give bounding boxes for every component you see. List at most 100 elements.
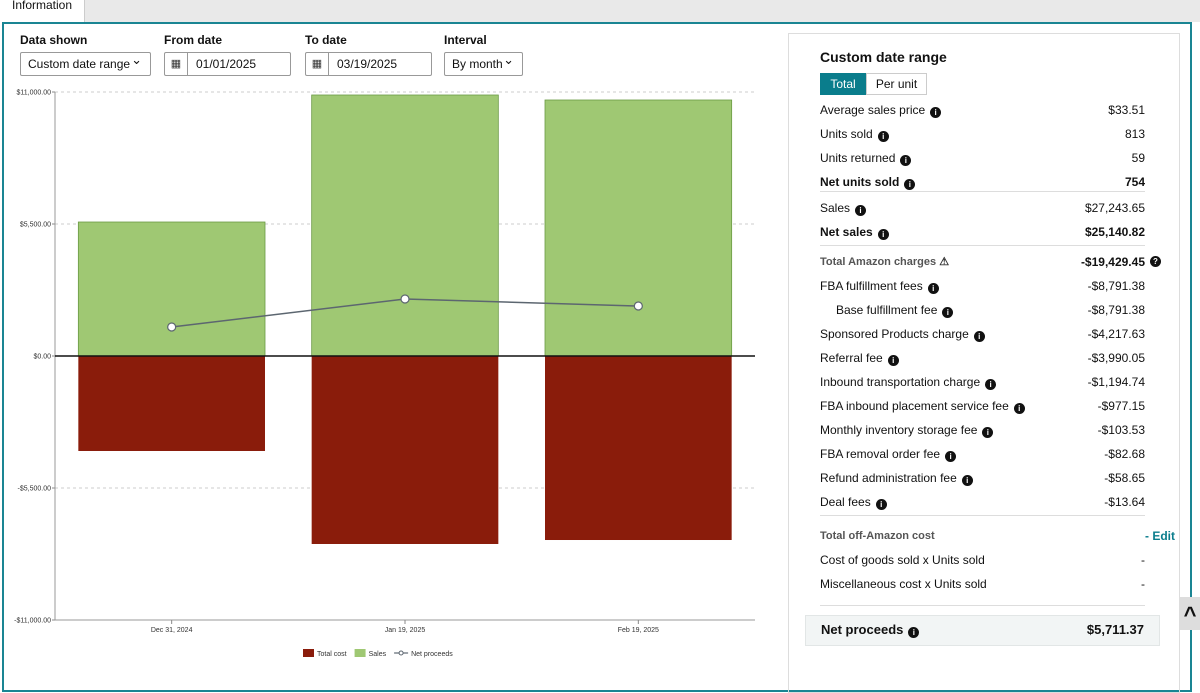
x-tick-label: Dec 31, 2024 — [151, 627, 193, 634]
info-icon[interactable]: i — [1013, 403, 1025, 414]
row-value: - — [1141, 553, 1145, 567]
row-label: Average sales price i — [820, 101, 942, 119]
row-label: Units sold i — [820, 125, 889, 143]
summary-title: Custom date range — [820, 49, 947, 65]
row-label: Total off-Amazon cost — [820, 530, 935, 542]
x-tick-label: Feb 19, 2025 — [618, 627, 659, 634]
control-input[interactable]: ▦ 01/01/2025 — [164, 52, 291, 76]
control-input[interactable]: Custom date range ⌄ — [20, 52, 151, 76]
row-label: Monthly inventory storage fee i — [820, 421, 994, 439]
info-icon[interactable]: i — [973, 331, 985, 342]
control-value: 03/19/2025 — [337, 57, 398, 71]
x-tick-label: Jan 19, 2025 — [385, 627, 426, 634]
info-icon[interactable]: i — [877, 229, 889, 240]
row-value: -$3,990.05 — [1087, 351, 1145, 365]
control-input[interactable]: ▦ 03/19/2025 — [305, 52, 432, 76]
row-value: -$1,194.74 — [1087, 375, 1145, 389]
info-icon[interactable]: i — [904, 179, 916, 190]
control-label: From date — [164, 33, 223, 47]
row-label: Units returned i — [820, 149, 912, 167]
y-tick-label: $5,500.00 — [20, 222, 51, 229]
info-icon[interactable]: i — [887, 355, 899, 366]
divider — [820, 515, 1145, 516]
row-value: -$82.68 — [1104, 447, 1145, 461]
net-proceeds-label: Net proceeds i — [821, 621, 920, 639]
row-value: -$4,217.63 — [1087, 327, 1145, 341]
info-icon[interactable]: i — [982, 427, 994, 438]
legend-swatch — [354, 649, 366, 657]
help-icon[interactable]: ? — [1150, 256, 1161, 267]
row-value: $27,243.65 — [1084, 201, 1145, 215]
legend-label: Net proceeds — [411, 651, 453, 658]
info-icon[interactable]: i — [945, 451, 957, 462]
bar — [77, 221, 266, 357]
info-icon[interactable]: i — [930, 107, 942, 118]
y-tick-label: -$11,000.00 — [14, 618, 51, 625]
control-label: Interval — [444, 33, 487, 47]
legend-label: Sales — [369, 651, 387, 658]
row-label: Net units sold i — [820, 173, 916, 191]
row-value: -$103.53 — [1097, 423, 1145, 437]
row-value: -$19,429.45 — [1080, 255, 1145, 269]
row-label: FBA fulfillment fees i — [820, 277, 939, 295]
control-input[interactable]: By month ⌄ — [444, 52, 523, 76]
info-icon[interactable]: i — [900, 155, 912, 166]
info-icon[interactable]: i — [877, 131, 889, 142]
y-tick-label: $0.00 — [33, 354, 51, 361]
row-label: Sales i — [820, 199, 867, 217]
row-value: - — [1141, 577, 1145, 591]
row-label: Net sales i — [820, 223, 889, 241]
legend-swatch — [303, 649, 314, 657]
divider — [820, 191, 1145, 192]
info-icon[interactable]: i — [908, 627, 920, 638]
row-value: 754 — [1124, 175, 1145, 189]
control-value: By month — [452, 57, 503, 71]
net-proceeds-box — [805, 615, 1160, 646]
row-label: Base fulfillment fee i — [836, 301, 954, 319]
point-marker — [400, 294, 410, 304]
row-label: FBA removal order fee i — [820, 445, 957, 463]
control-value: Custom date range — [28, 57, 131, 71]
row-label: Miscellaneous cost x Units sold — [820, 577, 987, 591]
divider — [820, 245, 1145, 246]
point-marker — [167, 322, 177, 332]
row-value: -$13.64 — [1104, 495, 1145, 509]
tab[interactable]: Information — [0, 0, 85, 22]
y-tick-label: -$5,500.00 — [18, 486, 52, 493]
row-label: Sponsored Products charge i — [820, 325, 985, 343]
info-icon[interactable]: i — [875, 499, 887, 510]
toggle-button[interactable]: Per unit — [866, 73, 927, 95]
row-value: -$977.15 — [1097, 399, 1145, 413]
row-label: FBA inbound placement service fee i — [820, 397, 1025, 415]
chart: -$11,000.00 -$5,500.00 $0.00 $5,500.00 $11,0… — [14, 90, 755, 658]
row-label: Total Amazon charges ⚠ — [820, 256, 950, 268]
legend-label: Total cost — [317, 651, 347, 658]
bar — [311, 94, 499, 357]
row-value: $33.51 — [1108, 103, 1145, 117]
bar — [544, 99, 733, 357]
info-icon[interactable]: i — [942, 307, 954, 318]
row-value: 813 — [1124, 127, 1145, 141]
row-value: -$8,791.38 — [1087, 303, 1145, 317]
info-icon[interactable]: i — [927, 283, 939, 294]
info-icon[interactable]: i — [961, 475, 973, 486]
info-icon[interactable]: i — [985, 379, 997, 390]
toggle-button[interactable]: Total — [820, 73, 866, 95]
info-icon[interactable]: ⚠ — [936, 256, 950, 268]
tab-bar — [0, 0, 1200, 22]
point-marker — [633, 301, 643, 311]
calendar-icon: ▦ — [165, 53, 188, 75]
bar — [311, 356, 499, 544]
row-label: Referral fee i — [820, 349, 899, 367]
legend-swatch — [398, 650, 404, 656]
row-label: Cost of goods sold x Units sold — [820, 553, 985, 567]
control-label: Data shown — [20, 33, 88, 47]
row-value: -$8,791.38 — [1087, 279, 1145, 293]
info-icon[interactable]: i — [855, 205, 867, 216]
row-value[interactable]: - Edit — [1145, 529, 1175, 543]
control-value: 01/01/2025 — [196, 57, 257, 71]
scroll-top-button[interactable]: ^ — [1180, 597, 1200, 630]
net-proceeds-value: $5,711.37 — [1086, 622, 1144, 637]
row-value: -$58.65 — [1104, 471, 1145, 485]
